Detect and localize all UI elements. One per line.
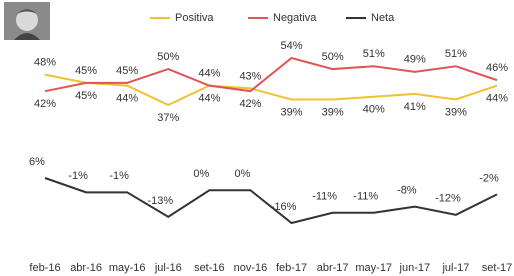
x-tick-label: jul-16 (154, 262, 182, 274)
x-tick-label: set-16 (194, 262, 225, 274)
data-label: 44% (486, 93, 508, 105)
data-label: 54% (281, 40, 303, 52)
x-tick-label: may-17 (355, 262, 392, 274)
x-tick-label: jul-17 (441, 262, 469, 274)
data-label: 37% (157, 112, 179, 124)
data-label: 40% (363, 104, 385, 116)
x-tick-label: jun-17 (399, 262, 431, 274)
data-label: 51% (445, 48, 467, 60)
legend-label: Positiva (175, 12, 214, 24)
x-tick-label: set-17 (482, 262, 513, 274)
data-label: 43% (239, 70, 261, 82)
data-label: -1% (68, 170, 88, 182)
data-label: 48% (34, 56, 56, 68)
x-tick-label: feb-17 (276, 262, 307, 274)
page: {"chart_data": {"type": "line", "categor… (0, 0, 514, 276)
data-label: -11% (353, 191, 378, 203)
data-label: 39% (281, 106, 303, 118)
chart: Positiva Negativa Neta feb-16 abr-16 may-16 ju… (0, 0, 514, 276)
data-label: 0% (235, 168, 251, 180)
data-label: 42% (34, 98, 56, 110)
avatar (4, 2, 50, 40)
data-label: 44% (116, 93, 138, 105)
data-label: 49% (404, 54, 426, 66)
data-label: 39% (445, 106, 467, 118)
data-label: 41% (404, 101, 426, 113)
data-label: -11% (312, 191, 337, 203)
x-tick-label: may-16 (109, 262, 146, 274)
data-label: -1% (109, 170, 129, 182)
series-line (45, 58, 497, 91)
data-label: 45% (75, 90, 97, 102)
data-label: 0% (193, 168, 209, 180)
x-tick-label: abr-16 (70, 262, 102, 274)
data-label: 51% (363, 48, 385, 60)
x-tick-label: abr-17 (317, 262, 349, 274)
data-label: 44% (198, 68, 220, 80)
data-label: -8% (397, 185, 417, 197)
data-label: -2% (479, 172, 499, 184)
legend-label: Neta (371, 12, 395, 24)
data-label: 50% (322, 51, 344, 63)
data-label: 44% (198, 93, 220, 105)
x-tick-label: nov-16 (234, 262, 268, 274)
data-label: -16% (271, 201, 297, 213)
series-line (45, 75, 497, 105)
data-label: -12% (435, 193, 461, 205)
data-label: 6% (29, 156, 45, 168)
x-tick-label: feb-16 (29, 262, 60, 274)
data-label: -13% (147, 195, 173, 207)
data-label: 39% (322, 106, 344, 118)
data-label: 45% (116, 65, 138, 77)
data-label: 46% (486, 62, 508, 74)
data-label: 45% (75, 65, 97, 77)
data-label: 50% (157, 51, 179, 63)
data-label: 42% (239, 98, 261, 110)
legend-label: Negativa (273, 12, 317, 24)
